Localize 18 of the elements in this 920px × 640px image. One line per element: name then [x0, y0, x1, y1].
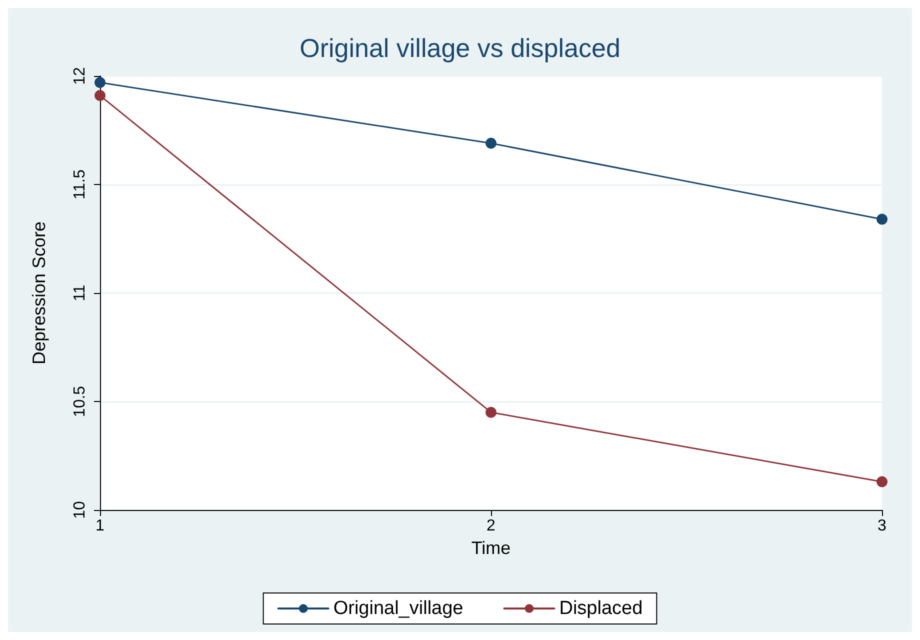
y-tick-label: 10 — [72, 501, 88, 519]
y-tick-label: 11 — [72, 284, 88, 302]
y-tick-label: 12 — [72, 67, 88, 85]
chart-title: Original village vs displaced — [300, 33, 620, 63]
point — [94, 90, 106, 102]
y-tick-label: 11.5 — [72, 169, 88, 200]
point — [486, 138, 496, 149]
x-axis-title: Time — [471, 538, 511, 558]
y-axis-title: Depression Score — [29, 221, 49, 365]
y-tick-label: 10.5 — [72, 386, 88, 418]
point — [876, 476, 888, 488]
point — [876, 214, 888, 225]
point — [486, 406, 496, 418]
x-tick-label: 3 — [878, 518, 887, 534]
x-tick-label: 1 — [96, 518, 105, 534]
x-tick-label: 2 — [486, 518, 496, 534]
legend-label: Displaced — [559, 598, 643, 619]
legend-label: Original_village — [333, 598, 464, 619]
